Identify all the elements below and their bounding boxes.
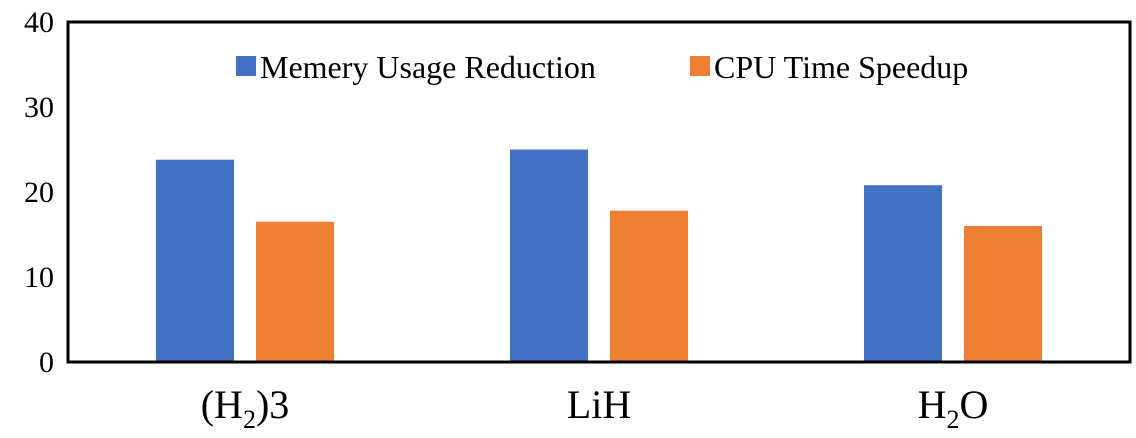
bar-1-0 [256,221,334,362]
bar-0-1 [510,149,588,362]
y-tick-label: 20 [24,176,54,209]
bar-0-2 [864,185,942,362]
y-tick-label: 40 [24,6,54,39]
y-tick-label: 0 [39,346,54,379]
x-tick-label: H2O [918,382,989,434]
x-tick-label-subscript: 2 [243,405,256,434]
x-tick-label-text: H [918,382,947,427]
legend-label-1: CPU Time Speedup [714,49,968,85]
bar-1-2 [964,226,1042,362]
y-tick-label: 30 [24,91,54,124]
bar-0-0 [156,159,234,362]
x-axis-category-labels: (H2)3 LiH H2O [201,382,989,434]
legend-label-0: Memery Usage Reduction [260,49,596,85]
legend-swatch-0 [236,56,256,76]
x-tick-label-text: (H [201,382,243,427]
plot-area-frame [66,20,1132,364]
legend-swatch-1 [690,56,710,76]
x-tick-label: LiH [567,382,631,427]
x-tick-label-text: O [960,382,989,427]
y-tick-label: 10 [24,261,54,294]
x-tick-label-subscript: 2 [947,405,960,434]
bars [156,149,1042,362]
x-tick-label: (H2)3 [201,382,290,434]
x-tick-label-text: LiH [567,382,631,427]
legend: Memery Usage Reduction CPU Time Speedup [236,49,968,85]
x-tick-label-text: )3 [256,382,289,427]
bar-1-1 [610,210,688,362]
y-axis-tick-labels: 0 10 20 30 40 [24,6,54,379]
